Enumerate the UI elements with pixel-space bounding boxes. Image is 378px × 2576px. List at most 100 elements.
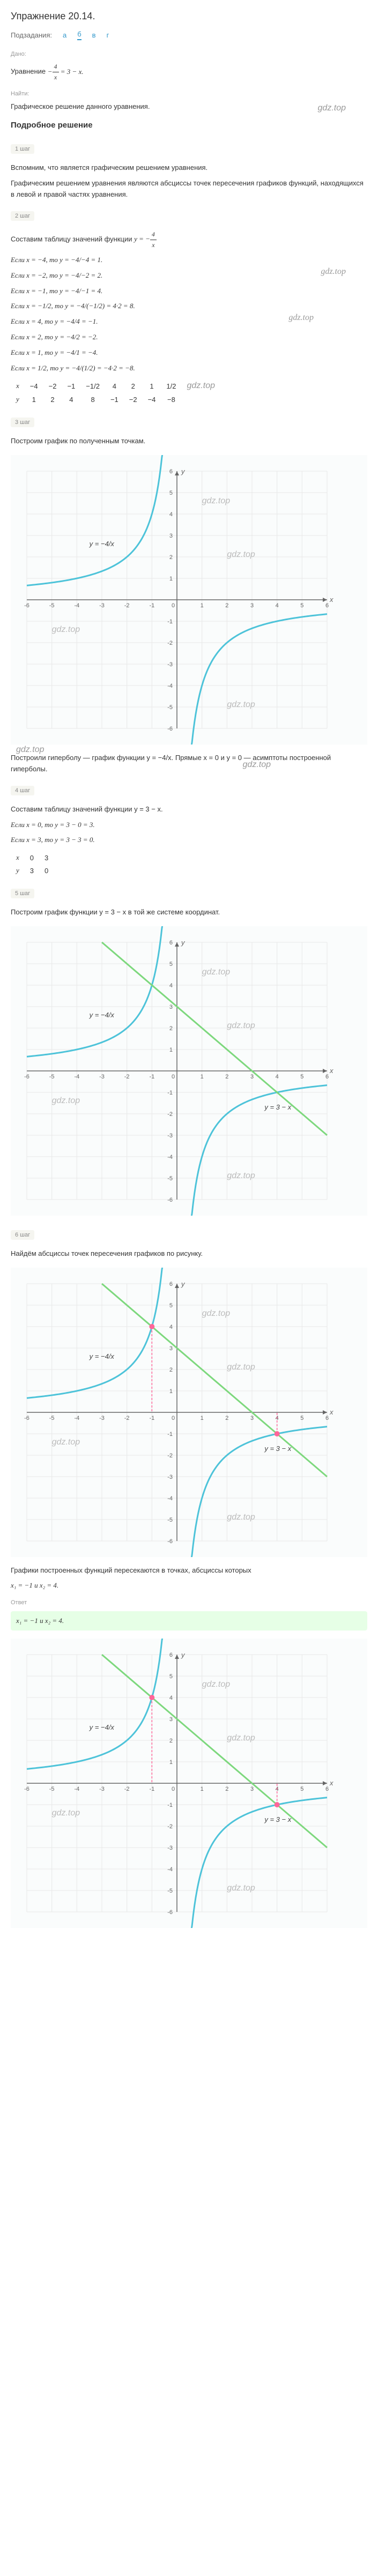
step1-text2: Графическим решением уравнения являются … (11, 178, 367, 200)
svg-text:gdz.top: gdz.top (227, 1733, 255, 1743)
svg-text:2: 2 (169, 554, 173, 561)
svg-text:1: 1 (201, 1415, 204, 1421)
svg-text:6: 6 (169, 468, 173, 475)
table-row: x −4 −2 −1 −1/2 4 2 1 1/2 gdz.top (11, 379, 220, 393)
svg-text:y = −4/x: y = −4/x (89, 540, 115, 548)
svg-text:-6: -6 (167, 1538, 173, 1545)
graph4-svg: -6-5-4-3-2-1123456-6-5-4-3-2-11234560xyy… (11, 1639, 343, 1928)
calc-1: Если x = −2, то y = −4/−2 = 2. gdz.top (11, 270, 367, 281)
cell: −2 (124, 393, 143, 406)
svg-text:3: 3 (169, 1345, 173, 1352)
svg-text:gdz.top: gdz.top (52, 1808, 80, 1818)
naiti-content: Графическое решение данного уравнения. (11, 102, 150, 110)
svg-text:3: 3 (250, 1786, 254, 1792)
svg-text:gdz.top: gdz.top (227, 700, 255, 709)
step1-text1: Вспомним, что является графическим решен… (11, 162, 367, 174)
calc4-0: Если x = 0, то y = 3 − 0 = 3. (11, 820, 367, 831)
step1-badge: 1 шаг (11, 144, 34, 154)
cell: 4 (62, 393, 80, 406)
svg-text:4: 4 (169, 982, 173, 989)
svg-text:-2: -2 (124, 602, 130, 609)
subtask-g[interactable]: г (107, 31, 109, 39)
svg-text:2: 2 (225, 1074, 228, 1080)
svg-text:x: x (329, 1408, 333, 1416)
subtask-b[interactable]: б (77, 30, 81, 40)
svg-text:-6: -6 (24, 602, 29, 609)
svg-text:4: 4 (169, 1695, 173, 1701)
svg-text:5: 5 (300, 1786, 303, 1792)
cell: 1 (25, 393, 43, 406)
svg-text:4: 4 (276, 1074, 279, 1080)
svg-text:x: x (329, 1067, 333, 1075)
svg-text:6: 6 (325, 602, 329, 609)
cell: −4 (143, 393, 161, 406)
svg-text:-4: -4 (74, 1415, 79, 1421)
cell: −1 (105, 393, 124, 406)
svg-text:-6: -6 (24, 1786, 29, 1792)
svg-text:1: 1 (201, 602, 204, 609)
svg-text:2: 2 (169, 1025, 173, 1032)
svg-text:0: 0 (172, 1786, 175, 1792)
svg-text:3: 3 (250, 1415, 254, 1421)
step2-text-content: Составим таблицу значений функции (11, 235, 132, 243)
svg-text:-1: -1 (149, 1074, 154, 1080)
svg-text:gdz.top: gdz.top (202, 967, 231, 977)
svg-text:1: 1 (201, 1074, 204, 1080)
svg-text:5: 5 (169, 961, 173, 967)
graph4: -6-5-4-3-2-1123456-6-5-4-3-2-11234560xyy… (11, 1639, 367, 1928)
svg-text:-1: -1 (149, 602, 154, 609)
svg-text:1: 1 (169, 1759, 173, 1766)
step3-text: Построим график по полученным точкам. (11, 436, 367, 447)
svg-text:-3: -3 (99, 1786, 105, 1792)
watermark: gdz.top (321, 265, 346, 279)
cell: −1 (62, 379, 80, 393)
svg-text:gdz.top: gdz.top (227, 1021, 255, 1030)
table-row: y 3 0 (11, 864, 54, 877)
svg-text:-2: -2 (124, 1074, 130, 1080)
graph1-desc-content: Построили гиперболу — график функции y =… (11, 754, 331, 773)
answer-box: x₁ = −1 и x₂ = 4. (11, 1611, 367, 1631)
graph1-desc: gdz.top Построили гиперболу — график фун… (11, 753, 367, 775)
svg-text:y = −4/x: y = −4/x (89, 1723, 115, 1731)
svg-text:y = −4/x: y = −4/x (89, 1352, 115, 1360)
svg-text:-1: -1 (167, 1090, 173, 1096)
svg-text:-5: -5 (49, 1074, 55, 1080)
cell: 3 (39, 851, 54, 864)
equation-line: Уравнение −4x = 3 − x. (11, 62, 367, 83)
svg-text:-2: -2 (124, 1786, 130, 1792)
equation-word: Уравнение (11, 68, 46, 76)
svg-text:-1: -1 (167, 1431, 173, 1438)
svg-text:2: 2 (225, 1415, 228, 1421)
svg-text:-2: -2 (167, 1823, 173, 1830)
calc-7: Если x = 1/2, то y = −4/(1/2) = −4·2 = −… (11, 363, 367, 374)
svg-text:-3: -3 (99, 602, 105, 609)
subtask-a[interactable]: а (63, 31, 66, 39)
svg-text:-2: -2 (167, 1453, 173, 1459)
svg-text:-3: -3 (99, 1074, 105, 1080)
svg-text:2: 2 (225, 1786, 228, 1792)
svg-text:3: 3 (250, 602, 254, 609)
svg-text:0: 0 (172, 1074, 175, 1080)
cell: 2 (124, 379, 143, 393)
svg-text:y = −4/x: y = −4/x (89, 1011, 115, 1019)
subtasks-row: Подзадания: а б в г (11, 30, 367, 40)
svg-text:-3: -3 (167, 1133, 173, 1139)
svg-text:-4: -4 (74, 1074, 79, 1080)
svg-text:x: x (329, 1779, 333, 1787)
svg-text:6: 6 (169, 1652, 173, 1658)
calc-2: Если x = −1, то y = −4/−1 = 4. (11, 286, 367, 297)
cell: 1 (143, 379, 161, 393)
subtask-v[interactable]: в (92, 31, 96, 39)
calc-3: Если x = −1/2, то y = −4/(−1/2) = 4·2 = … (11, 301, 367, 312)
watermark: gdz.top (243, 758, 271, 772)
svg-text:6: 6 (325, 1074, 329, 1080)
naiti-label: Найти: (11, 91, 367, 97)
svg-text:x: x (329, 595, 333, 604)
svg-text:-4: -4 (167, 1495, 173, 1502)
step5-text: Построим график функции y = 3 − x в той … (11, 907, 367, 918)
svg-text:gdz.top: gdz.top (227, 550, 255, 559)
calc4-1: Если x = 3, то y = 3 − 3 = 0. (11, 835, 367, 846)
step2-text: Составим таблицу значений функции y = −4… (11, 229, 367, 250)
svg-text:-4: -4 (74, 1786, 79, 1792)
cell: 2 (43, 393, 62, 406)
